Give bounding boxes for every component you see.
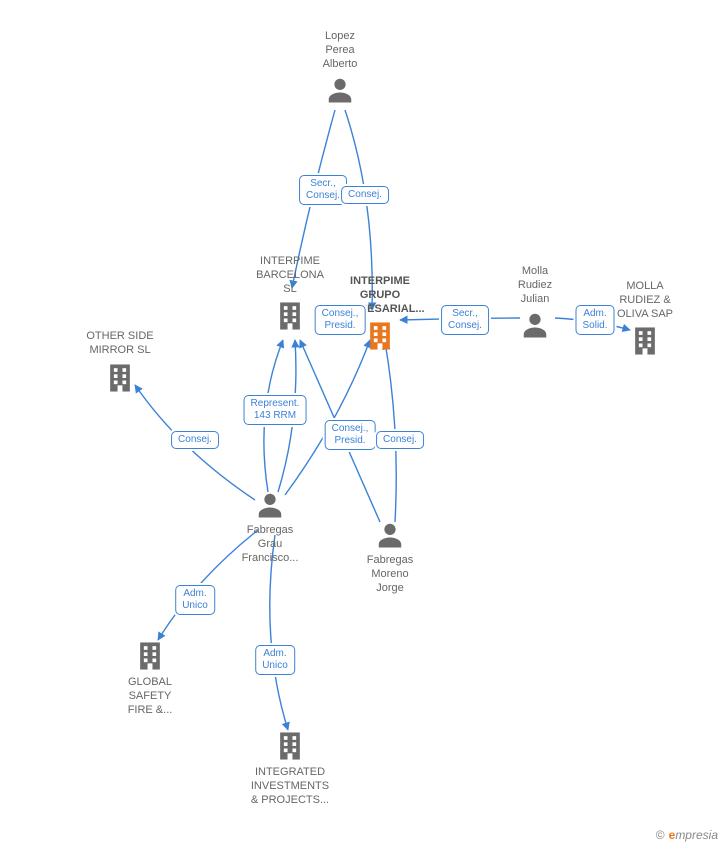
node-lopez[interactable]: Lopez Perea Alberto (290, 30, 390, 105)
node-label: OTHER SIDE MIRROR SL (70, 330, 170, 358)
node-molla[interactable]: Molla Rudiez Julian (485, 265, 585, 340)
edge-label: Adm. Unico (255, 645, 295, 675)
edge-label: Secr., Consej. (299, 175, 347, 205)
edge-label: Consej. (376, 431, 424, 449)
node-label: Fabregas Grau Francisco... (220, 524, 320, 565)
node-fabregas_j[interactable]: Fabregas Moreno Jorge (340, 520, 440, 595)
building-icon (100, 640, 200, 672)
building-icon (70, 362, 170, 394)
edge-label: Consej. (341, 186, 389, 204)
node-global[interactable]: GLOBAL SAFETY FIRE &... (100, 640, 200, 717)
edge-label: Consej., Presid. (315, 305, 366, 335)
node-other_side[interactable]: OTHER SIDE MIRROR SL (70, 330, 170, 394)
watermark: ©empresia (656, 828, 718, 842)
node-label: GLOBAL SAFETY FIRE &... (100, 676, 200, 717)
node-label: Fabregas Moreno Jorge (340, 554, 440, 595)
node-fabregas_f[interactable]: Fabregas Grau Francisco... (220, 490, 320, 565)
person-icon (485, 310, 585, 340)
edge-label: Represent. 143 RRM (244, 395, 307, 425)
watermark-rest: mpresia (675, 828, 718, 842)
person-icon (290, 75, 390, 105)
node-label: Lopez Perea Alberto (290, 30, 390, 71)
edge-label: Secr., Consej. (441, 305, 489, 335)
copyright-symbol: © (656, 828, 665, 842)
node-label: INTERPIME BARCELONA SL (240, 255, 340, 296)
edge-label: Adm. Solid. (575, 305, 614, 335)
diagram-canvas: Lopez Perea Alberto INTERPIME BARCELONA S… (0, 0, 728, 850)
node-label: INTEGRATED INVESTMENTS & PROJECTS... (240, 766, 340, 807)
person-icon (340, 520, 440, 550)
node-integrated[interactable]: INTEGRATED INVESTMENTS & PROJECTS... (240, 730, 340, 807)
node-label: Molla Rudiez Julian (485, 265, 585, 306)
edge-label: Consej. (171, 431, 219, 449)
person-icon (220, 490, 320, 520)
edge-label: Adm. Unico (175, 585, 215, 615)
building-icon (240, 730, 340, 762)
edge-label: Consej., Presid. (325, 420, 376, 450)
